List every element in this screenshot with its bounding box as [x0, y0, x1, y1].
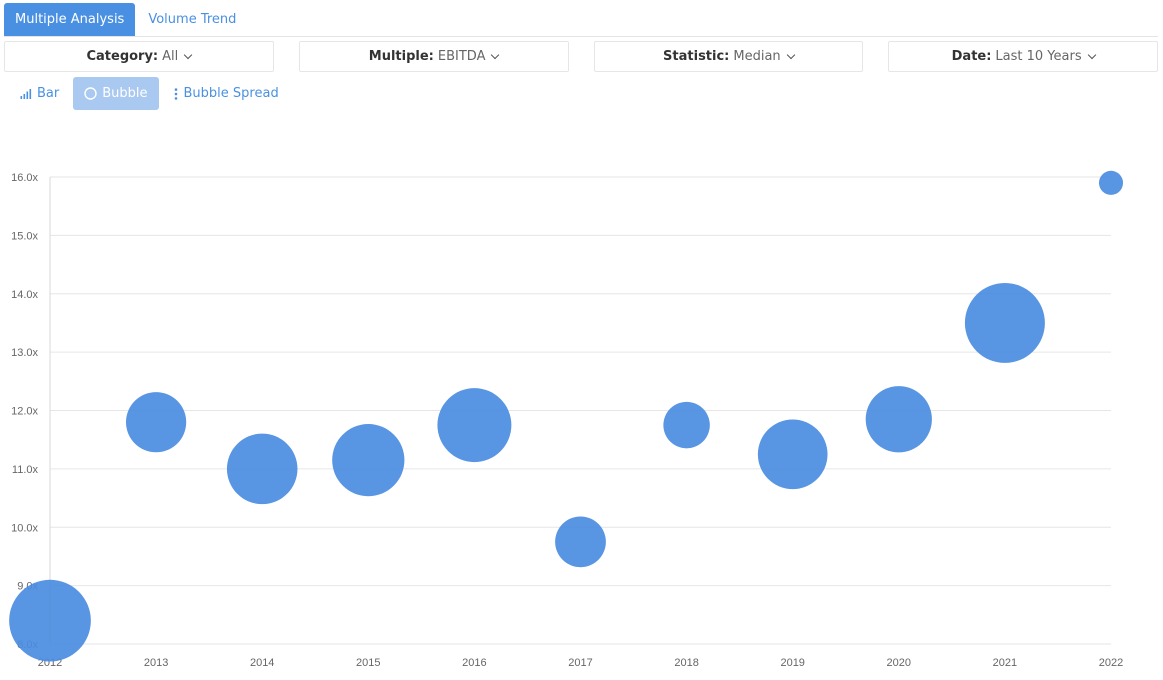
y-tick-label: 16.0x	[11, 172, 38, 184]
bubble-point	[555, 516, 606, 568]
y-tick-label: 15.0x	[11, 230, 38, 242]
chevron-down-icon	[1087, 50, 1096, 59]
vertical-dots-icon	[173, 87, 179, 100]
x-tick-label: 2013	[144, 657, 168, 669]
date-value: Last 10 Years	[995, 49, 1082, 64]
bubble-view-label: Bubble	[102, 86, 148, 101]
bubble-view-button[interactable]: Bubble	[73, 77, 159, 110]
bubble-chart: 8.0x9.0x10.0x11.0x12.0x13.0x14.0x15.0x16…	[9, 170, 1124, 669]
tab-multiple-analysis[interactable]: Multiple Analysis	[4, 2, 136, 36]
bar-view-button[interactable]: Bar	[14, 77, 65, 110]
x-tick-label: 2016	[462, 657, 486, 669]
x-tick-label: 2020	[887, 657, 911, 669]
x-tick-label: 2018	[674, 657, 698, 669]
statistic-value: Median	[733, 49, 781, 64]
bubble-point	[9, 579, 91, 662]
date-dropdown[interactable]: Date: Last 10 Years	[888, 41, 1158, 72]
bubble-spread-view-button[interactable]: Bubble Spread	[167, 77, 285, 110]
multiple-dropdown[interactable]: Multiple: EBITDA	[298, 41, 569, 72]
x-tick-label: 2019	[780, 657, 804, 669]
x-tick-label: 2021	[993, 657, 1017, 669]
bubble-point	[757, 419, 828, 490]
x-tick-label: 2014	[250, 657, 274, 669]
chevron-down-icon	[491, 50, 500, 59]
category-label: Category:	[86, 49, 159, 64]
x-tick-label: 2017	[568, 657, 592, 669]
bubble-point	[1098, 170, 1124, 195]
x-tick-label: 2022	[1099, 657, 1123, 669]
bubble-spread-view-label: Bubble Spread	[183, 86, 279, 101]
filter-bar: Category: All Multiple: EBITDA Statistic…	[4, 41, 1158, 72]
multiple-label: Multiple:	[368, 49, 434, 64]
bubble-point	[865, 386, 932, 453]
circle-icon	[84, 87, 97, 100]
y-tick-label: 12.0x	[11, 406, 38, 418]
y-tick-label: 14.0x	[11, 289, 38, 301]
bar-view-label: Bar	[37, 86, 60, 101]
chevron-down-icon	[786, 50, 795, 59]
view-toggle: Bar Bubble Bubble Spread	[14, 77, 285, 110]
bubble-point	[964, 282, 1045, 363]
y-tick-label: 11.0x	[12, 464, 39, 476]
statistic-dropdown[interactable]: Statistic: Median	[593, 41, 864, 72]
chevron-down-icon	[184, 50, 193, 59]
multiple-value: EBITDA	[437, 49, 486, 64]
y-tick-label: 13.0x	[11, 347, 38, 359]
bubble-point	[437, 388, 512, 463]
bubble-point	[663, 401, 710, 449]
date-label: Date:	[951, 49, 992, 64]
bubble-point	[332, 423, 405, 497]
bar-chart-icon	[20, 88, 32, 99]
bubble-point	[126, 392, 187, 453]
category-value: All	[162, 49, 179, 64]
y-tick-label: 10.0x	[11, 522, 38, 534]
statistic-label: Statistic:	[663, 49, 730, 64]
tab-bar: Multiple Analysis Volume Trend	[4, 2, 1158, 37]
bubble-point	[226, 433, 298, 505]
tab-volume-trend[interactable]: Volume Trend	[148, 11, 237, 27]
x-tick-label: 2015	[356, 657, 380, 669]
category-dropdown[interactable]: Category: All	[4, 41, 274, 72]
